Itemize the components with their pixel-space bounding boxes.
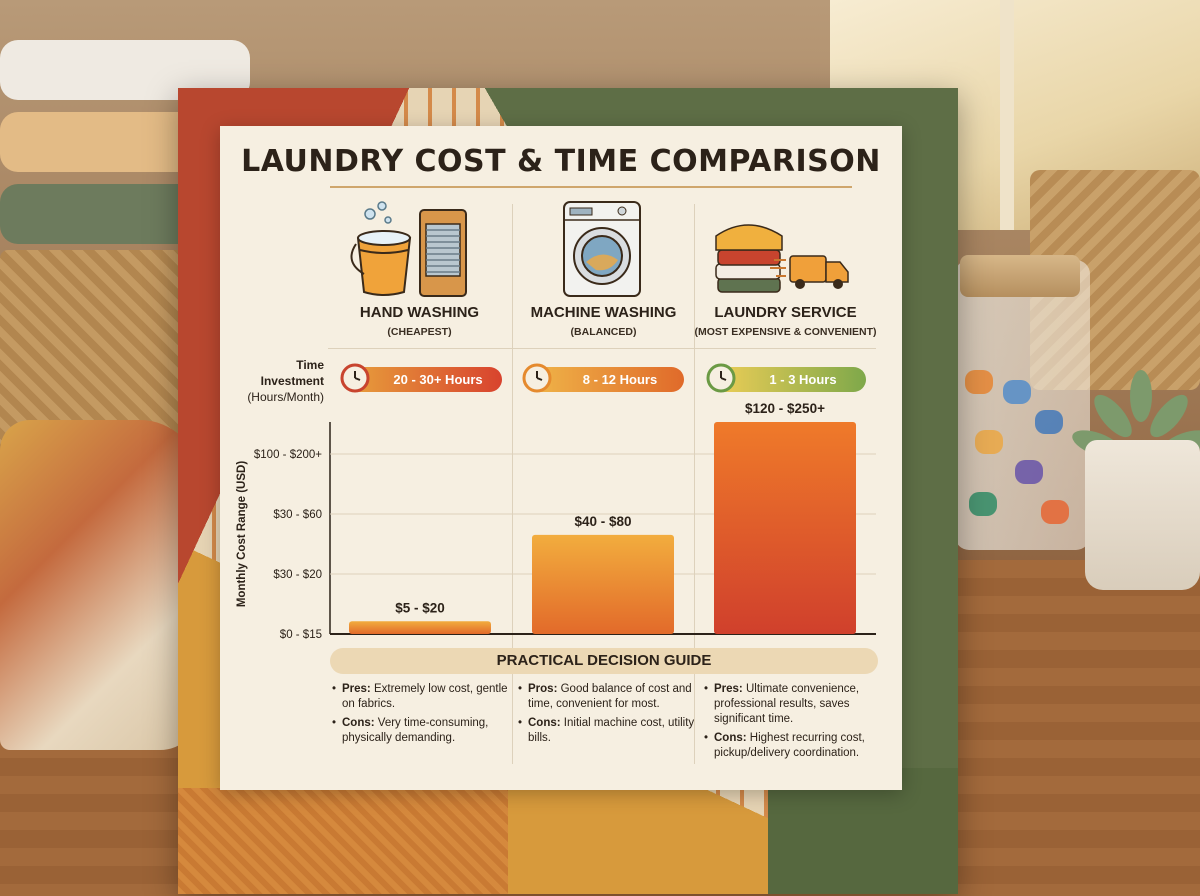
- cons-label: Cons:: [342, 717, 375, 729]
- guide-pros: Pres: Extremely low cost, gentle on fabr…: [332, 682, 512, 712]
- time-label-unit: (Hours/Month): [247, 390, 324, 404]
- background-fabric-left: [0, 420, 200, 750]
- page-title: LAUNDRY COST & TIME COMPARISON: [241, 144, 881, 179]
- time-pill-label: 8 - 12 Hours: [582, 372, 658, 387]
- decision-guide-title: PRACTICAL DECISION GUIDE: [330, 648, 878, 674]
- background-succulent: [1068, 370, 1200, 470]
- background-jar-lid: [960, 255, 1080, 297]
- time-pill-label: 1 - 3 Hours: [769, 372, 837, 387]
- detergent-pod: [969, 492, 997, 516]
- cons-text: Very time-consuming, physically demandin…: [342, 717, 489, 744]
- guide-cons: Cons: Initial machine cost, utility bill…: [518, 716, 698, 746]
- time-pill-laundry-service: 1 - 3 Hours: [706, 363, 866, 393]
- cons-label: Cons:: [714, 732, 747, 744]
- detergent-pod: [1015, 460, 1043, 484]
- background-basket-left: [0, 250, 190, 450]
- cons-text: Initial machine cost, utility bills.: [528, 717, 695, 744]
- pros-label: Pres:: [714, 683, 743, 695]
- method-name: LAUNDRY SERVICE: [714, 304, 857, 321]
- clock-icon: [522, 363, 552, 393]
- guide-pros: Pros: Good balance of cost and time, con…: [518, 682, 698, 712]
- detergent-pod: [975, 430, 1003, 454]
- title-underline: [330, 186, 852, 188]
- guide-laundry-service: Pres: Ultimate convenience, professional…: [704, 682, 884, 765]
- cons-label: Cons:: [528, 717, 561, 729]
- monthly-cost-bar-chart: $0 - $15 $30 - $20 $30 - $60 $100 - $200+ Mo…: [236, 401, 876, 641]
- time-investment-label: Time Investment (Hours/Month): [228, 357, 324, 405]
- bar-value-label: $40 - $80: [574, 514, 631, 529]
- background-detergent-jar: [955, 260, 1090, 550]
- infographic-poster: LAUNDRY COST & TIME COMPARISON HAND WASH…: [220, 126, 902, 790]
- background-plant-pot: [1085, 440, 1200, 590]
- column-divider: [694, 204, 695, 764]
- bar-value-label: $5 - $20: [395, 600, 445, 615]
- method-hand-washing: HAND WASHING (CHEAPEST): [328, 200, 511, 350]
- detergent-pod: [1041, 500, 1069, 524]
- bar-1: [349, 621, 491, 634]
- y-tick-label: $0 - $15: [280, 629, 322, 641]
- guide-hand-washing: Pres: Extremely low cost, gentle on fabr…: [332, 682, 512, 750]
- succulent-leaf: [1130, 370, 1152, 422]
- guide-cons: Cons: Highest recurring cost, pickup/del…: [704, 731, 884, 761]
- detergent-pod: [965, 370, 993, 394]
- bar-3: [714, 422, 856, 634]
- method-subtitle: (MOST EXPENSIVE & CONVENIENT): [694, 326, 877, 338]
- pros-text: Ultimate convenience, professional resul…: [714, 683, 860, 725]
- y-axis-title: Monthly Cost Range (USD): [236, 461, 248, 607]
- fabric-orange-waffle: [178, 788, 508, 894]
- detergent-pod: [1003, 380, 1031, 404]
- guide-machine-washing: Pros: Good balance of cost and time, con…: [518, 682, 698, 750]
- guide-pros: Pres: Ultimate convenience, professional…: [704, 682, 884, 727]
- guide-cons: Cons: Very time-consuming, physically de…: [332, 716, 512, 746]
- clock-icon: [706, 363, 736, 393]
- window-mullion: [1000, 0, 1014, 230]
- washing-machine-icon: [563, 201, 641, 297]
- detergent-pod: [1035, 410, 1063, 434]
- y-tick-label: $30 - $60: [273, 509, 322, 521]
- pros-label: Pros:: [528, 683, 558, 695]
- y-tick-label: $30 - $20: [273, 569, 322, 581]
- time-pill-label: 20 - 30+ Hours: [393, 372, 483, 387]
- time-pill-hand-washing: 20 - 30+ Hours: [340, 363, 502, 393]
- bar-2: [532, 534, 674, 634]
- time-pill-machine-washing: 8 - 12 Hours: [522, 363, 684, 393]
- bar-value-label: $120 - $250+: [745, 401, 825, 416]
- folded-clothes-truck-icon: [715, 224, 849, 293]
- time-label-line: Investment: [260, 374, 324, 388]
- row-divider: [328, 348, 876, 349]
- pros-text: Good balance of cost and time, convenien…: [528, 683, 692, 710]
- clock-icon: [340, 363, 370, 393]
- pros-label: Pres:: [342, 683, 371, 695]
- bucket-washboard-icon: [350, 201, 467, 297]
- column-divider: [512, 204, 513, 764]
- method-name: MACHINE WASHING: [530, 304, 677, 321]
- method-name: HAND WASHING: [359, 304, 480, 321]
- method-subtitle: (CHEAPEST): [387, 326, 452, 338]
- method-machine-washing: MACHINE WASHING (BALANCED): [512, 200, 695, 350]
- cons-text: Highest recurring cost, pickup/delivery …: [714, 732, 865, 759]
- time-label-line: Time: [296, 358, 324, 372]
- pros-text: Extremely low cost, gentle on fabrics.: [342, 683, 508, 710]
- method-subtitle: (BALANCED): [570, 326, 637, 338]
- y-tick-label: $100 - $200+: [254, 449, 322, 461]
- method-laundry-service: LAUNDRY SERVICE (MOST EXPENSIVE & CONVEN…: [694, 200, 877, 350]
